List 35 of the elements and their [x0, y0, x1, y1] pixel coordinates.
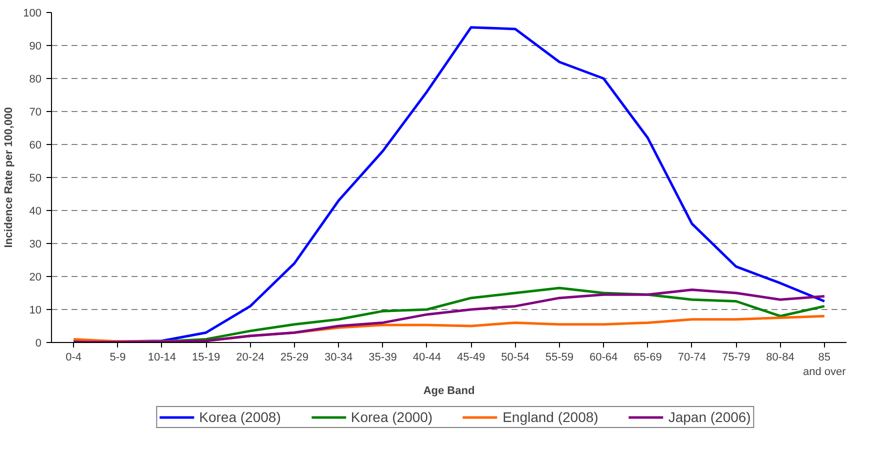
- y-tick-label: 100: [23, 8, 42, 20]
- x-axis-title: Age Band: [423, 384, 475, 397]
- x-tick-label: 80-84: [766, 352, 794, 364]
- x-tick-label: 10-14: [148, 352, 176, 364]
- x-tick-label: 20-24: [236, 352, 264, 364]
- y-tick-label: 60: [29, 140, 42, 152]
- legend-label: Korea (2000): [350, 409, 433, 425]
- y-tick-label: 90: [29, 40, 42, 52]
- y-tick-label: 50: [29, 172, 42, 184]
- y-tick-label: 10: [29, 304, 42, 316]
- x-tick-label: 85 and over: [803, 352, 846, 378]
- x-tick-label: 65-69: [634, 352, 662, 364]
- legend-label: Korea (2008): [199, 409, 281, 425]
- legend-label: England (2008): [502, 409, 598, 425]
- y-tick-label: 20: [29, 272, 42, 284]
- x-tick-label: 30-34: [324, 352, 353, 364]
- x-tick-label: 45-49: [457, 352, 486, 364]
- legend-label: Japan (2006): [668, 409, 751, 425]
- x-tick-label: 70-74: [678, 352, 706, 364]
- y-tick-label: 80: [29, 74, 42, 86]
- x-tick-label: 75-79: [722, 352, 750, 364]
- y-tick-label: 0: [35, 338, 42, 350]
- x-tick-label: 25-29: [280, 352, 308, 364]
- y-axis-title: Incidence Rate per 100,000: [3, 107, 16, 248]
- y-tick-label: 70: [29, 106, 42, 118]
- x-tick-label: 50-54: [501, 352, 530, 364]
- y-tick-label: 40: [29, 206, 42, 218]
- x-tick-label: 15-19: [192, 352, 220, 364]
- x-tick-label: 60-64: [590, 352, 618, 364]
- x-tick-label: 40-44: [412, 352, 441, 364]
- x-tick-label: 35-39: [368, 352, 397, 364]
- x-tick-label: 5-9: [110, 352, 126, 364]
- x-tick-label: 0-4: [66, 352, 82, 364]
- x-tick-label: 55-59: [545, 352, 574, 364]
- y-tick-label: 30: [29, 238, 42, 250]
